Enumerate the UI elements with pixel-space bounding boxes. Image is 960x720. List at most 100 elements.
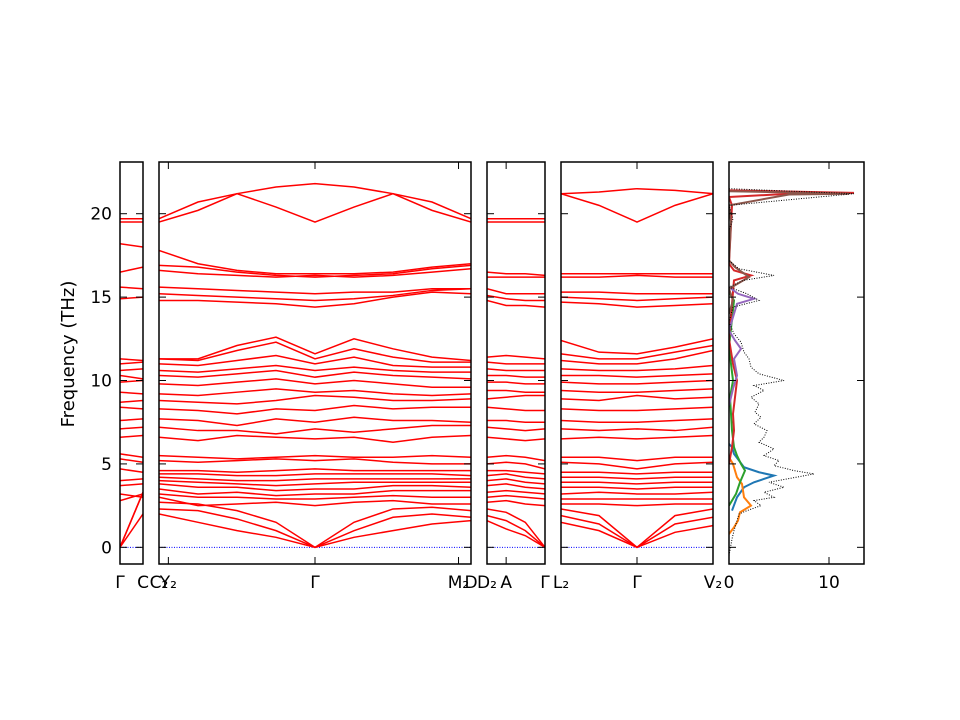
phonon-band-14 <box>487 419 545 423</box>
phonon-band-12 <box>120 418 143 422</box>
phonon-band-2 <box>561 508 713 549</box>
phonon-band-24 <box>120 242 143 248</box>
phonon-band-19 <box>561 373 713 378</box>
phonon-band-14 <box>120 399 143 403</box>
phonon-band-10 <box>120 434 143 438</box>
x-tick-label: V₂ <box>704 573 722 593</box>
phonon-band-31 <box>159 192 471 223</box>
plot-area <box>561 187 713 549</box>
phonon-band-9 <box>561 471 713 475</box>
phonon-band-8 <box>561 476 713 480</box>
x-tick-label: D <box>464 573 477 593</box>
y-tick-label: 0 <box>101 538 112 558</box>
phonon-band-4 <box>120 493 143 499</box>
phonon-band-17 <box>120 374 143 380</box>
phonon-band-3 <box>159 496 471 507</box>
phonon-band-23 <box>487 299 545 308</box>
phonon-band-23 <box>120 266 143 273</box>
phonon-band-22 <box>561 344 713 360</box>
phonon-band-5 <box>159 488 471 497</box>
phonon-band-8 <box>120 458 143 463</box>
projected-dos-line-0 <box>729 443 778 511</box>
panel-DOS: 0 10 <box>724 161 865 593</box>
phonon-band-24 <box>159 336 471 362</box>
phonon-band-11 <box>120 426 143 430</box>
y-axis-label: Frequency (THz) <box>58 281 79 428</box>
phonon-band-17 <box>561 388 713 393</box>
phonon-band-25 <box>561 296 713 302</box>
phonon-band-13 <box>120 406 143 410</box>
projected-dos-line-5 <box>729 190 850 315</box>
phonon-band-2 <box>120 513 143 548</box>
phonon-band-18 <box>120 368 143 372</box>
phonon-band-6 <box>487 483 545 490</box>
phonon-band-13 <box>487 426 545 432</box>
x-tick-label: Y₂ <box>159 573 177 593</box>
phonon-band-1 <box>159 508 471 549</box>
phonon-band-27 <box>561 274 713 278</box>
phonon-band-14 <box>561 418 713 423</box>
phonon-band-27 <box>159 286 471 295</box>
phonon-band-2 <box>487 508 545 548</box>
phonon-band-20 <box>487 368 545 372</box>
phonon-band-22 <box>120 286 143 290</box>
phonon-band-5 <box>487 489 545 495</box>
x-tick-label: C₂ <box>150 573 169 593</box>
phonon-band-5 <box>561 491 713 495</box>
phonon-band-18 <box>487 381 545 385</box>
phonon-band-1 <box>120 491 143 548</box>
phonon-band-20 <box>561 364 713 372</box>
phonon-band-10 <box>159 468 471 474</box>
phonon-band-32 <box>159 182 471 220</box>
y-tick-label: 5 <box>101 455 112 475</box>
plot-area <box>159 182 471 549</box>
phonon-band-3 <box>120 493 143 502</box>
y-tick-label: 15 <box>90 288 112 308</box>
phonon-band-21 <box>561 349 713 365</box>
phonon-band-15 <box>159 416 471 427</box>
phonon-band-30 <box>159 249 471 275</box>
total-dos-line <box>729 162 855 556</box>
plot-area <box>487 217 545 548</box>
phonon-band-8 <box>487 473 545 480</box>
phonon-band-7 <box>159 479 471 487</box>
x-tick-label: Γ <box>632 573 642 593</box>
y-tick-label: 10 <box>90 372 112 392</box>
phonon-band-19 <box>159 378 471 388</box>
phonon-band-7 <box>120 468 143 474</box>
phonon-band-9 <box>120 453 143 458</box>
phonon-band-16 <box>487 394 545 400</box>
phonon-band-22 <box>159 354 471 368</box>
phonon-band-20 <box>159 369 471 380</box>
projected-dos-line-4 <box>729 286 758 406</box>
y-tick-label: 20 <box>90 205 112 225</box>
phonon-band-17 <box>159 394 471 405</box>
phonon-band-9 <box>159 473 471 477</box>
phonon-band-17 <box>487 389 545 393</box>
phonon-band-4 <box>159 493 471 500</box>
plot-area <box>729 162 855 556</box>
phonon-band-10 <box>487 461 545 470</box>
phonon-band-23 <box>561 338 713 355</box>
x-tick-label: C <box>137 573 149 593</box>
phonon-band-22 <box>487 354 545 360</box>
phonon-band-0 <box>561 521 713 549</box>
phonon-band-18 <box>159 388 471 397</box>
phonon-band-12 <box>159 454 471 460</box>
plot-area <box>120 217 143 548</box>
phonon-band-15 <box>120 391 143 395</box>
panel-D2-A-G: D₂ A Γ <box>477 161 550 593</box>
phonon-band-29 <box>561 187 713 195</box>
phonon-band-12 <box>487 436 545 442</box>
panel-L2-G-V2: L₂ Γ V₂ <box>553 161 722 593</box>
projected-dos-line-1 <box>729 456 753 535</box>
phonon-band-13 <box>561 426 713 432</box>
phonon-band-12 <box>561 434 713 440</box>
x-tick-label: Γ <box>310 573 320 593</box>
phonon-band-1 <box>561 514 713 549</box>
phonon-band-16 <box>561 394 713 402</box>
phonon-band-26 <box>561 291 713 295</box>
phonon-band-1 <box>487 514 545 548</box>
